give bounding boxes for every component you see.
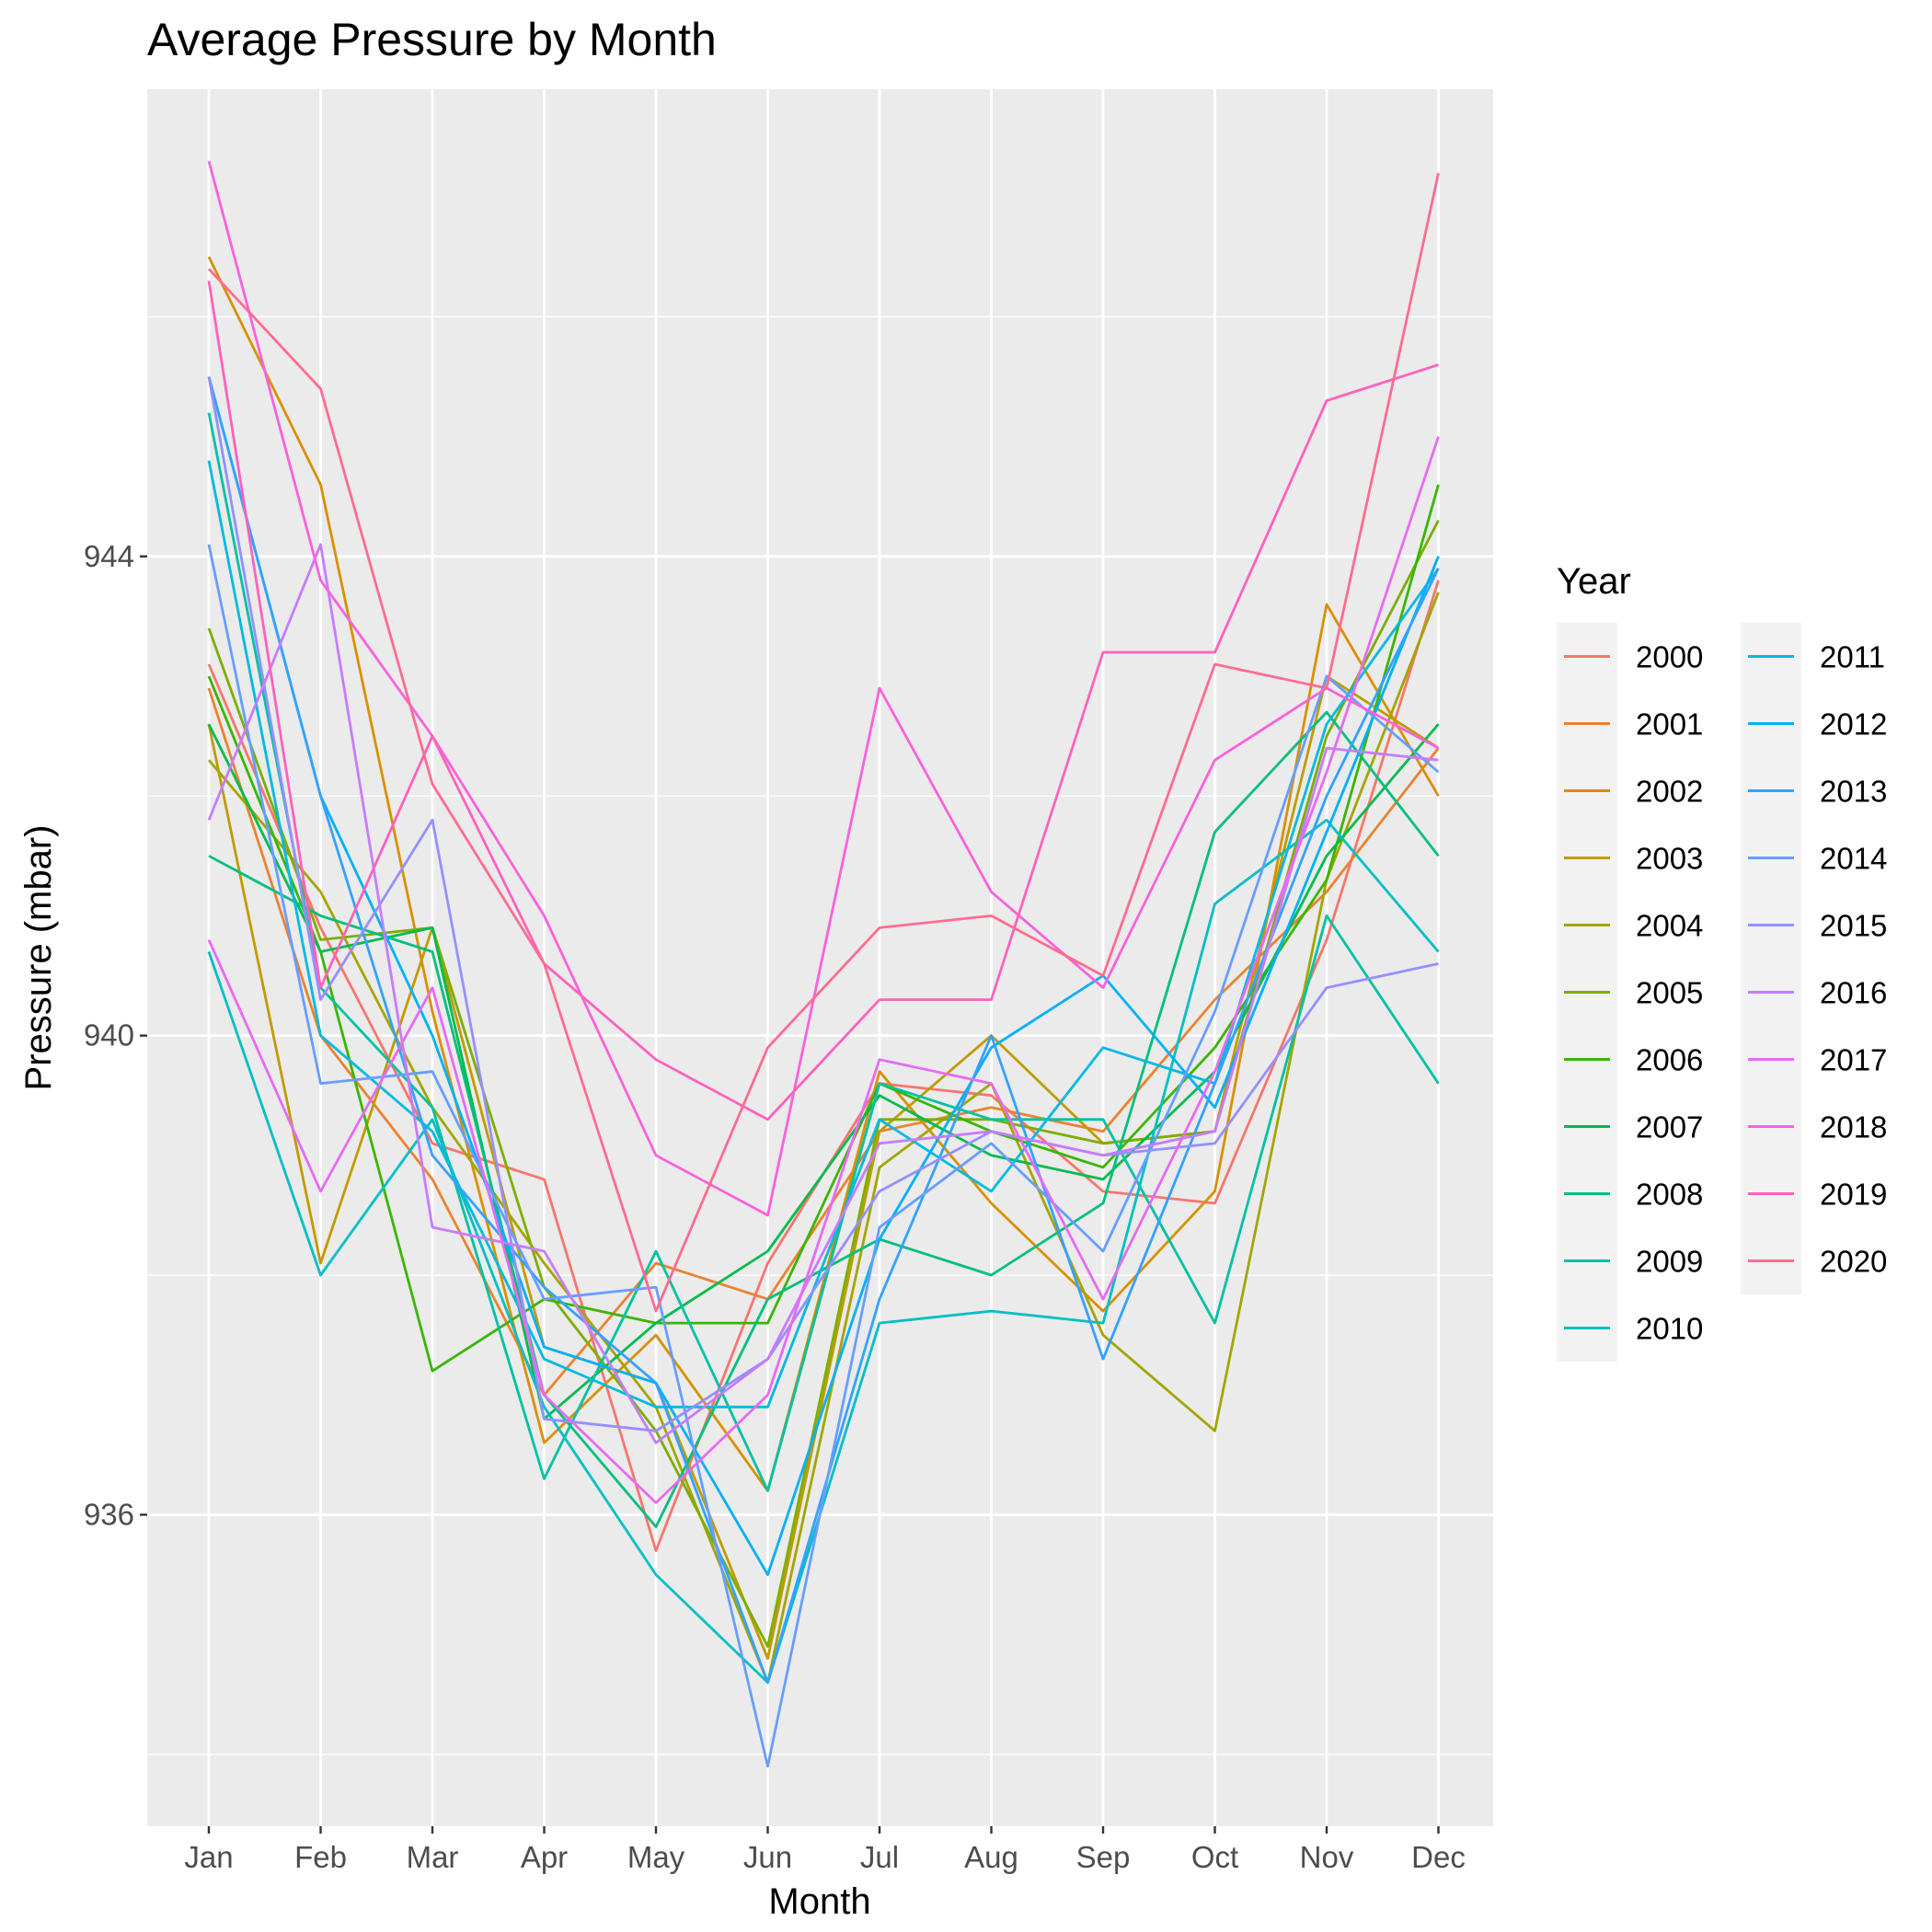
legend-label: 2009	[1636, 1245, 1703, 1279]
legend-key-column	[1741, 623, 1801, 1294]
legend-label: 2020	[1820, 1245, 1887, 1279]
legend-entry-2017: 2017	[1748, 1043, 1887, 1077]
legend-entry-2009: 2009	[1564, 1245, 1703, 1279]
legend-entry-2012: 2012	[1748, 707, 1887, 742]
y-tick-label: 944	[84, 539, 134, 573]
series-line-2001	[207, 687, 1440, 1397]
y-axis-title: Pressure (mbar)	[18, 825, 59, 1091]
series-line-2018	[207, 160, 1440, 1217]
series-line-2012	[207, 376, 1440, 1576]
legend-entry-2005: 2005	[1564, 976, 1703, 1010]
chart-title: Average Pressure by Month	[147, 14, 717, 65]
minor-gridlines	[147, 316, 1493, 1755]
series-line-2015	[207, 376, 1439, 1432]
legend-entry-2018: 2018	[1748, 1110, 1887, 1144]
legend-entry-2002: 2002	[1564, 775, 1703, 809]
x-tick-label: Jul	[860, 1840, 899, 1874]
legend-label: 2000	[1636, 640, 1703, 674]
legend-label: 2005	[1636, 976, 1703, 1010]
legend-label: 2018	[1820, 1110, 1887, 1144]
x-tick-label: Feb	[294, 1840, 347, 1874]
legend-label: 2006	[1636, 1043, 1703, 1077]
y-tick-label: 936	[84, 1497, 134, 1531]
legend-entry-2008: 2008	[1564, 1178, 1703, 1212]
legend-label: 2016	[1820, 976, 1887, 1010]
legend-label: 2007	[1636, 1110, 1703, 1144]
legend-label: 2004	[1636, 909, 1703, 943]
y-axis: 936 940 944	[84, 539, 147, 1531]
x-tick-label: Apr	[521, 1840, 568, 1874]
series-lines	[207, 160, 1440, 1768]
x-tick-label: Oct	[1191, 1840, 1238, 1874]
legend-entry-2013: 2013	[1748, 775, 1887, 809]
series-line-2016	[207, 543, 1439, 1444]
legend-entry-2015: 2015	[1748, 909, 1887, 943]
legend-entry-2010: 2010	[1564, 1312, 1703, 1346]
legend-label: 2019	[1820, 1178, 1887, 1212]
legend-entry-2003: 2003	[1564, 842, 1703, 876]
legend-label: 2011	[1820, 640, 1885, 674]
legend-label: 2013	[1820, 775, 1887, 809]
legend-entry-2007: 2007	[1564, 1110, 1703, 1144]
x-tick-label: Sep	[1076, 1840, 1131, 1874]
x-tick-label: Aug	[964, 1840, 1018, 1874]
x-tick-label: Dec	[1411, 1840, 1466, 1874]
legend-entry-2006: 2006	[1564, 1043, 1703, 1077]
legend-entry-2016: 2016	[1748, 976, 1887, 1010]
legend-label: 2015	[1820, 909, 1887, 943]
x-tick-label: Jun	[743, 1840, 792, 1874]
series-line-2009	[207, 412, 1440, 1492]
legend-entry-2019: 2019	[1748, 1178, 1887, 1212]
series-line-2004	[207, 592, 1440, 1685]
x-tick-label: Mar	[407, 1840, 459, 1874]
legend-entry-2000: 2000	[1564, 640, 1703, 674]
legend-label: 2003	[1636, 842, 1703, 876]
x-axis: Jan Feb Mar Apr May Jun Jul Aug Sep Oct Nov Dec	[184, 1826, 1466, 1874]
plot-panel	[147, 89, 1493, 1826]
x-tick-label: Jan	[184, 1840, 233, 1874]
x-tick-label: May	[627, 1840, 685, 1874]
legend: Year 2000 2001 2002 2003 2004 2005 2006 2007 200…	[1557, 561, 1887, 1362]
x-axis-title: Month	[768, 1881, 870, 1922]
series-line-2002	[207, 256, 1440, 1492]
legend-label: 2001	[1636, 707, 1703, 742]
x-tick-label: Nov	[1300, 1840, 1354, 1874]
y-tick-label: 940	[84, 1018, 134, 1052]
series-line-2003	[207, 674, 1440, 1661]
legend-entry-2014: 2014	[1748, 842, 1887, 876]
legend-entry-2020: 2020	[1748, 1245, 1887, 1279]
legend-label: 2008	[1636, 1178, 1703, 1212]
legend-entry-2011: 2011	[1748, 640, 1885, 674]
legend-label: 2017	[1820, 1043, 1887, 1077]
series-line-2008	[208, 710, 1440, 1528]
legend-label: 2014	[1820, 842, 1887, 876]
series-line-2019	[207, 281, 1439, 1121]
series-line-2014	[207, 544, 1440, 1768]
series-line-2020	[207, 172, 1440, 1313]
legend-label: 2010	[1636, 1312, 1703, 1346]
legend-entry-2004: 2004	[1564, 909, 1703, 943]
legend-label: 2002	[1636, 775, 1703, 809]
legend-title: Year	[1557, 561, 1631, 602]
series-line-2017	[207, 436, 1440, 1504]
legend-entry-2001: 2001	[1564, 707, 1703, 742]
major-gridlines	[147, 89, 1493, 1826]
legend-label: 2012	[1820, 707, 1887, 742]
